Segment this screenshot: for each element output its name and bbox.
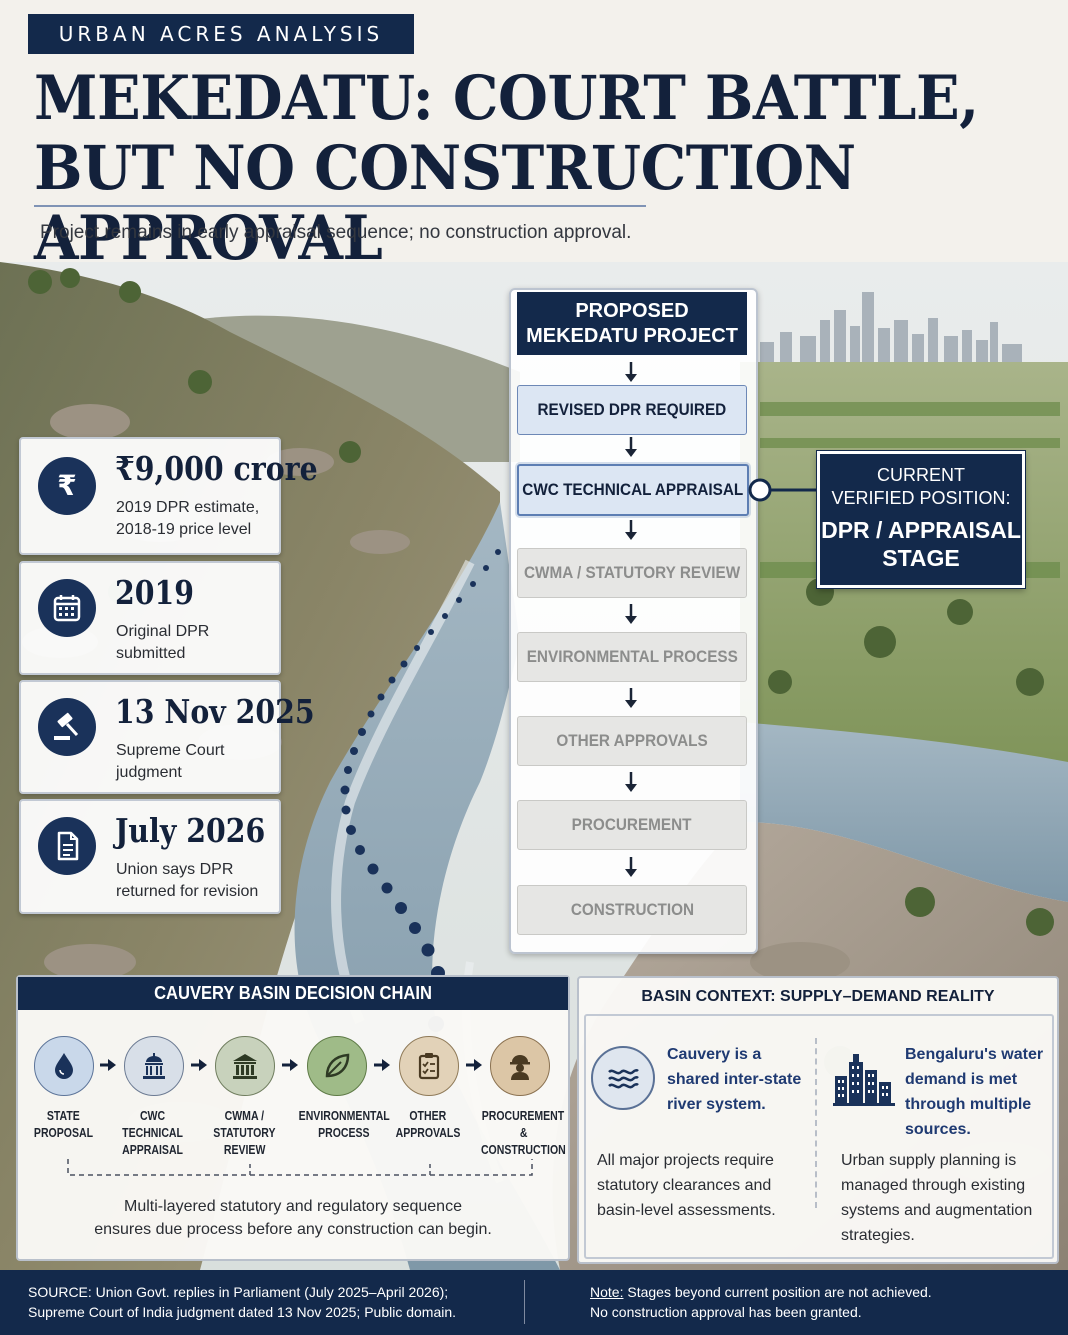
- footer-note: Note: Stages beyond current position are…: [590, 1284, 932, 1320]
- right-arrow-icon: [191, 1059, 207, 1071]
- title-line-2: BUT NO CONSTRUCTION APPROVAL: [34, 133, 856, 274]
- footer: SOURCE: Union Govt. replies in Parliamen…: [0, 1270, 1068, 1335]
- title-divider: [34, 205, 646, 207]
- rupee-icon: ₹: [38, 457, 96, 515]
- stat-description: Supreme Court judgment: [116, 742, 225, 781]
- leaf-icon: [307, 1036, 367, 1096]
- context-lead-cauvery: Cauvery is a shared inter-state river syst…: [667, 1046, 802, 1113]
- flow-step-cwc-appraisal: CWC TECHNICAL APPRAISAL: [517, 464, 749, 516]
- decision-chain-title: CAUVERY BASIN DECISION CHAIN: [18, 977, 568, 1010]
- right-arrow-icon: [466, 1059, 482, 1071]
- stat-value: ₹9,000 crore: [115, 449, 318, 488]
- svg-text:₹: ₹: [57, 469, 76, 502]
- page-title: MEKEDATU: COURT BATTLE, BUT NO CONSTRUCT…: [34, 64, 983, 274]
- chain-label-environmental: ENVIRONMENTAL PROCESS: [298, 1108, 390, 1140]
- chain-label-cwc-appraisal: CWC TECHNICAL APPRAISAL: [122, 1108, 184, 1157]
- flow-step-cwma-review: CWMA / STATUTORY REVIEW: [517, 548, 747, 598]
- wave-icon: [591, 1046, 655, 1110]
- document-icon: [38, 817, 96, 875]
- down-arrow-icon: [625, 520, 637, 540]
- flow-header: PROPOSED MEKEDATU PROJECT: [517, 292, 747, 355]
- flow-step-revised-dpr: REVISED DPR REQUIRED: [517, 385, 747, 435]
- status-value: DPR / APPRAISAL STAGE: [821, 517, 1021, 571]
- chain-label-other-approvals: OTHER APPROVALS: [395, 1108, 461, 1140]
- flow-step-other-approvals: OTHER APPROVALS: [517, 716, 747, 766]
- down-arrow-icon: [625, 857, 637, 877]
- stat-card-sc-judgment: 13 Nov 2025 Supreme Court judgment: [19, 680, 315, 794]
- footer-divider: [524, 1280, 525, 1324]
- stat-description: 2019 DPR estimate, 2018-19 price level: [116, 499, 260, 538]
- footer-source: SOURCE: Union Govt. replies in Parliamen…: [28, 1284, 457, 1320]
- stat-card-dpr-returned: July 2026 Union says DPR returned for rev…: [19, 799, 281, 914]
- basin-context-box: [584, 1014, 1054, 1259]
- basin-context-panel: BASIN CONTEXT: SUPPLY–DEMAND REALITY Cau…: [577, 976, 1059, 1264]
- title-line-1: MEKEDATU: COURT BATTLE,: [34, 63, 979, 134]
- stat-value: 2019: [115, 573, 194, 612]
- stat-card-cost: ₹ ₹9,000 crore 2019 DPR estimate, 2018-19…: [19, 437, 318, 555]
- stat-card-original-dpr: 2019 Original DPR submitted: [19, 561, 281, 675]
- page-subtitle: Project remains in early appraisal seque…: [40, 222, 632, 243]
- gavel-icon: [38, 698, 96, 756]
- flow-step-procurement: PROCUREMENT: [517, 800, 747, 850]
- down-arrow-icon: [625, 362, 637, 382]
- stat-value: 13 Nov 2025: [115, 692, 315, 731]
- stat-description: Union says DPR returned for revision: [116, 861, 259, 900]
- city-buildings-icon: [833, 1054, 895, 1106]
- clipboard-icon: [399, 1036, 459, 1096]
- chain-label-state-proposal: STATE PROPOSAL: [33, 1108, 93, 1140]
- water-drop-icon: [34, 1036, 94, 1096]
- down-arrow-icon: [625, 772, 637, 792]
- context-body-bengaluru: Urban supply planning is managed through …: [841, 1152, 1033, 1244]
- institution-icon: [215, 1036, 275, 1096]
- down-arrow-icon: [625, 604, 637, 624]
- stat-value: July 2026: [115, 811, 266, 850]
- capitol-icon: [124, 1036, 184, 1096]
- calendar-icon: [38, 579, 96, 637]
- note-label: Note:: [590, 1284, 624, 1300]
- right-arrow-icon: [282, 1059, 298, 1071]
- right-arrow-icon: [374, 1059, 390, 1071]
- status-label: CURRENT VERIFIED POSITION:: [831, 465, 1011, 508]
- down-arrow-icon: [625, 437, 637, 457]
- chain-label-cwma-review: CWMA / STATUTORY REVIEW: [212, 1108, 276, 1157]
- flow-step-environmental: ENVIRONMENTAL PROCESS: [517, 632, 747, 682]
- chain-note: Multi-layered statutory and regulatory s…: [94, 1198, 492, 1238]
- current-position-badge: CURRENT VERIFIED POSITION: DPR / APPRAISA…: [816, 450, 1026, 589]
- decision-chain-panel: CAUVERY BASIN DECISION CHAIN STATE PROPOS…: [16, 975, 570, 1261]
- context-divider: [815, 1038, 817, 1208]
- worker-icon: [490, 1036, 550, 1096]
- chain-label-procurement: PROCUREMENT & CONSTRUCTION: [480, 1108, 566, 1157]
- context-body-cauvery: All major projects require statutory clea…: [597, 1152, 776, 1219]
- flow-step-construction: CONSTRUCTION: [517, 885, 747, 935]
- chain-bracket: [67, 1159, 533, 1176]
- basin-context-title: BASIN CONTEXT: SUPPLY–DEMAND REALITY: [641, 988, 995, 1005]
- right-arrow-icon: [100, 1059, 116, 1071]
- current-position-connector: [748, 478, 820, 502]
- brand-banner: URBAN ACRES ANALYSIS: [28, 14, 414, 54]
- stat-description: Original DPR submitted: [116, 623, 210, 662]
- down-arrow-icon: [625, 688, 637, 708]
- context-lead-bengaluru: Bengaluru's water demand is met through mu…: [905, 1046, 1044, 1138]
